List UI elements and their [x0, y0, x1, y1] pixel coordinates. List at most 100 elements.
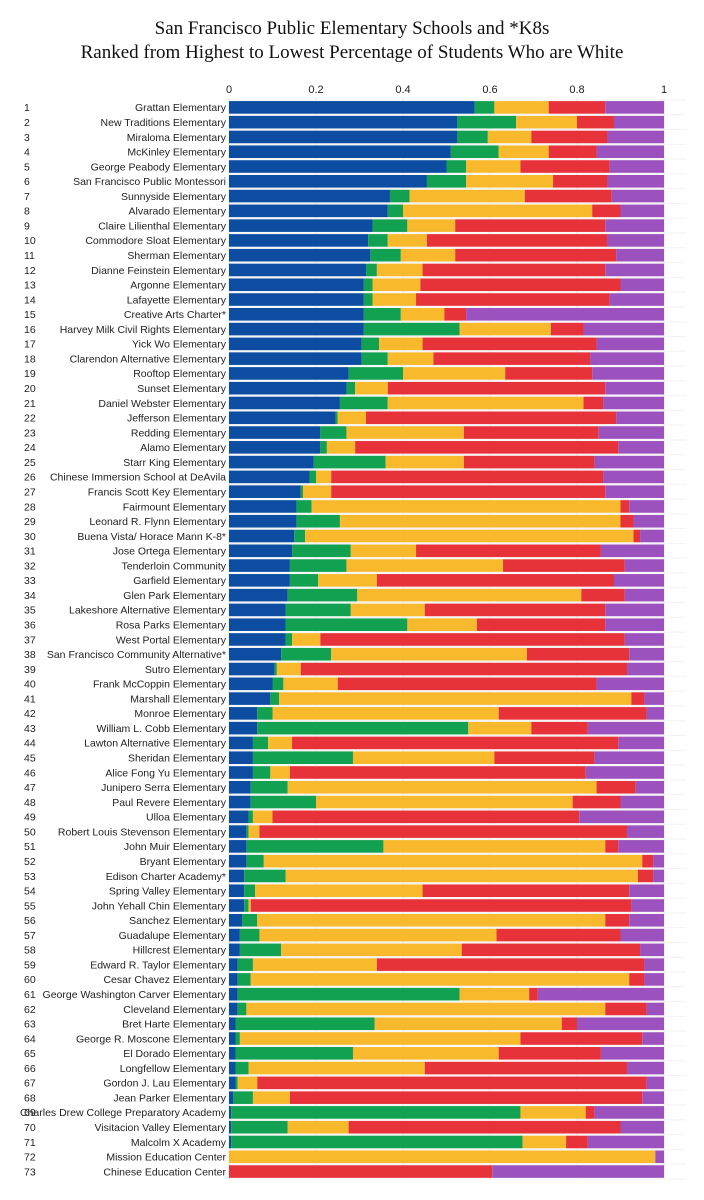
bar-segment	[296, 514, 340, 528]
bar-segment	[616, 411, 664, 425]
school-label: Monroe Elementary	[134, 708, 226, 720]
bar-segment	[594, 455, 664, 469]
bar-segment	[587, 721, 664, 735]
bar-segment	[474, 101, 495, 114]
bar-segment	[498, 145, 549, 159]
rank-label: 18	[24, 353, 36, 365]
school-label: Cleveland Elementary	[123, 1004, 226, 1016]
bar-segment	[585, 1106, 595, 1119]
rank-label: 13	[24, 280, 36, 292]
bar-segment	[239, 943, 282, 957]
rank-label: 62	[24, 1004, 36, 1016]
bar-segment	[244, 884, 256, 898]
bar-segment	[229, 500, 297, 513]
bar-segment	[259, 928, 497, 942]
bar-segment	[229, 884, 245, 898]
bar-segment	[607, 234, 664, 247]
bar-segment	[426, 234, 608, 247]
bar-segment	[229, 308, 364, 321]
school-label: Paul Revere Elementary	[112, 797, 227, 809]
bar-segment	[553, 174, 608, 188]
rank-label: 52	[24, 856, 36, 868]
bar-segment	[229, 529, 295, 543]
bar-segment	[468, 721, 532, 735]
bar-segment	[644, 692, 664, 705]
bar-segment	[372, 293, 417, 306]
bar-segment	[229, 293, 364, 306]
bar-segment	[292, 736, 619, 750]
school-label: San Francisco Community Alternative*	[47, 649, 226, 661]
rank-label: 43	[24, 723, 36, 735]
bar-segment	[229, 1061, 236, 1075]
bar-segment	[355, 441, 619, 454]
bar-segment	[463, 426, 599, 439]
rank-label: 58	[24, 945, 36, 957]
bar-segment	[494, 751, 595, 765]
rank-label: 46	[24, 767, 36, 779]
bar-segment	[252, 766, 271, 779]
x-tick-label: 0.8	[569, 84, 584, 96]
school-label: Claire Lilienthal Elementary	[98, 220, 227, 232]
school-label: Jose Ortega Elementary	[113, 546, 227, 558]
rank-label: 30	[24, 531, 36, 543]
bar-segment	[229, 736, 253, 750]
bar-segment	[579, 810, 664, 824]
rank-label: 28	[24, 501, 36, 513]
school-label: John Muir Elementary	[124, 841, 227, 853]
rank-label: 48	[24, 797, 36, 809]
bar-segment	[352, 751, 495, 765]
bar-segment	[605, 1002, 647, 1016]
bar-segment	[433, 352, 591, 365]
bar-segment	[409, 189, 525, 203]
bar-segment	[566, 1135, 588, 1149]
bar-segment	[596, 780, 636, 794]
bar-segment	[627, 662, 664, 676]
bar-segment	[466, 160, 521, 173]
school-label: Jefferson Elementary	[127, 413, 227, 425]
bar-segment	[229, 219, 373, 232]
bar-segment	[618, 441, 664, 454]
rank-label: 21	[24, 398, 36, 410]
bar-segment	[229, 1017, 236, 1031]
bar-segment	[229, 544, 293, 558]
bar-segment	[620, 500, 630, 513]
school-label: Hillcrest Elementary	[133, 945, 227, 957]
bar-segment	[259, 825, 628, 838]
bar-segment	[283, 677, 338, 691]
bar-segment	[229, 101, 475, 114]
bar-segment	[252, 810, 273, 824]
bar-segment	[629, 913, 664, 927]
bar-segment	[620, 278, 664, 292]
rank-label: 15	[24, 309, 36, 321]
bar-segment	[383, 840, 606, 853]
bar-segment	[229, 485, 301, 498]
bar-segment	[596, 677, 664, 691]
rank-label: 36	[24, 619, 36, 631]
bar-segment	[644, 973, 664, 986]
rank-label: 63	[24, 1019, 36, 1031]
bar-segment	[603, 396, 664, 410]
bar-segment	[252, 958, 377, 971]
bar-segment	[229, 574, 290, 587]
bar-segment	[229, 514, 297, 528]
bar-segment	[229, 1106, 232, 1119]
bar-segment	[581, 588, 625, 602]
bar-segment	[335, 411, 338, 425]
bar-segment	[346, 426, 464, 439]
bar-segment	[300, 485, 303, 498]
bar-segment	[363, 293, 373, 306]
bar-segment	[368, 234, 388, 247]
bar-segment	[642, 1091, 664, 1104]
bar-segment	[235, 1076, 238, 1090]
bar-segment	[420, 278, 621, 292]
bar-segment	[229, 160, 447, 173]
bar-segment	[609, 160, 664, 173]
bar-segment	[257, 913, 606, 927]
x-tick-label: 1	[661, 84, 667, 96]
bar-segment	[337, 411, 367, 425]
bar-segment	[237, 973, 251, 986]
school-label: Argonne Elementary	[130, 280, 226, 292]
bar-segment	[520, 160, 610, 173]
bar-segment	[229, 278, 364, 292]
bar-segment	[526, 647, 630, 661]
